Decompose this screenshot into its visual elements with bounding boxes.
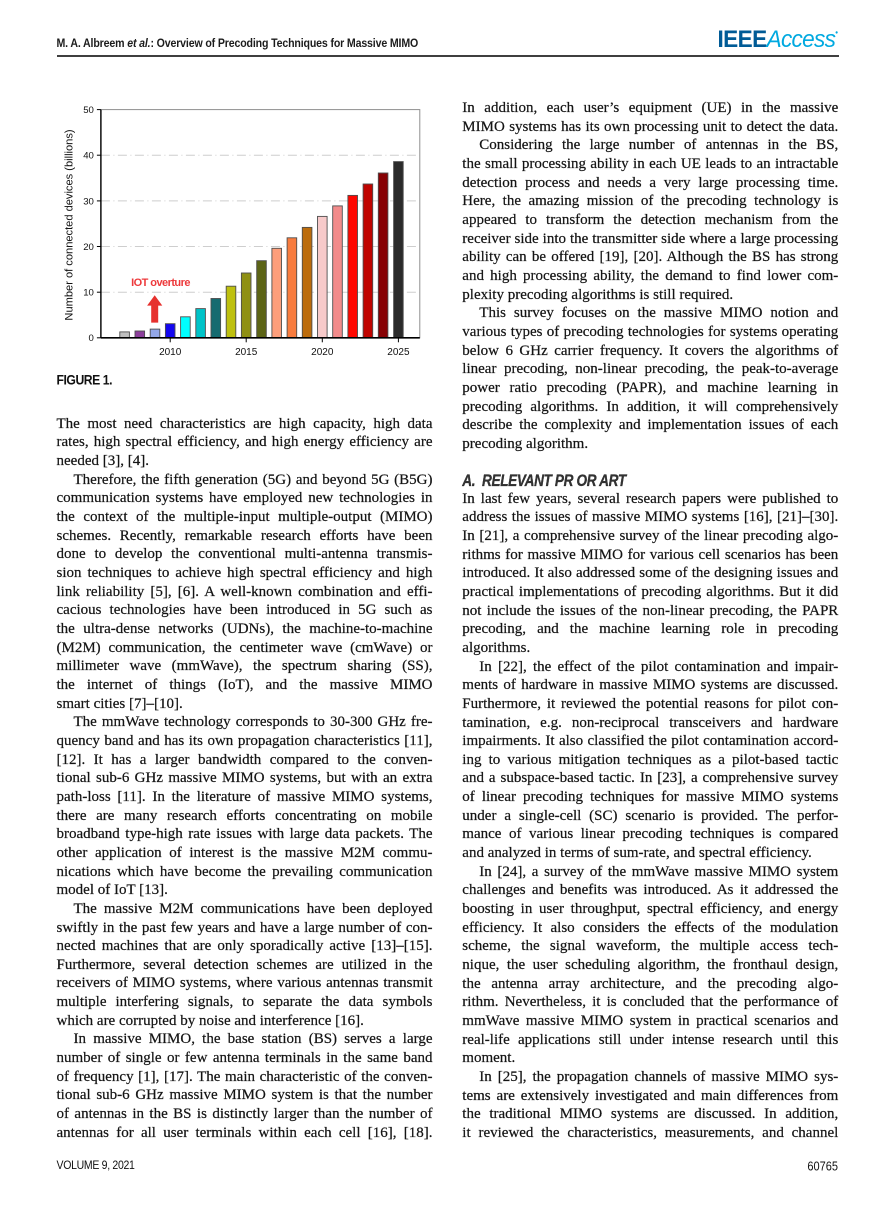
- svg-text:IOT overture: IOT overture: [131, 277, 190, 289]
- svg-text:40: 40: [83, 151, 94, 162]
- svg-text:2015: 2015: [235, 347, 258, 358]
- svg-text:2010: 2010: [159, 347, 182, 358]
- svg-text:2025: 2025: [387, 347, 410, 358]
- svg-text:Number of connected devices (b: Number of connected devices (billions): [64, 129, 76, 320]
- svg-text:0: 0: [89, 333, 94, 344]
- svg-text:20: 20: [83, 242, 94, 253]
- svg-text:50: 50: [83, 105, 94, 116]
- svg-text:10: 10: [83, 288, 94, 299]
- svg-text:2020: 2020: [311, 347, 334, 358]
- svg-text:30: 30: [83, 196, 94, 207]
